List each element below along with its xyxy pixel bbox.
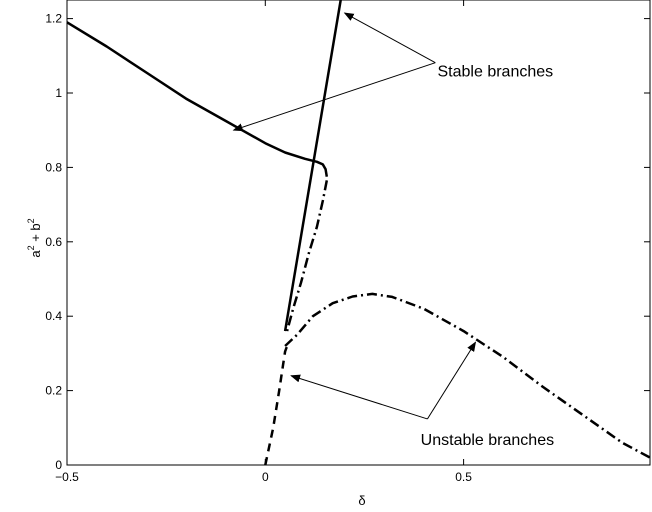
y-tick-label-5: 0.8	[45, 160, 62, 174]
annotation-arrow-1-1	[343, 12, 436, 64]
series-line-5	[284, 292, 651, 459]
y-axis-label-sup-1: 2	[26, 245, 36, 250]
x-tick-label-1: −0.5	[55, 470, 79, 484]
annotation-label-1: Stable branches	[438, 64, 554, 81]
series-layer	[66, 0, 651, 466]
y-axis-label-mid: + b	[28, 223, 43, 245]
y-axis-label-sup-2: 2	[26, 218, 36, 223]
y-tick-label-7: 1.2	[45, 12, 62, 26]
annotation-arrow-2-1	[290, 374, 428, 420]
annotation-arrow-1-2	[232, 62, 436, 132]
y-tick-label-1: 0	[55, 458, 62, 472]
series-line-1	[66, 21, 329, 177]
y-tick-label-2: 0.2	[45, 384, 62, 398]
series-line-3	[285, 180, 329, 332]
y-tick-label-3: 0.4	[45, 309, 62, 323]
y-axis-label: a2 + b2	[26, 218, 43, 257]
x-tick-label-3: 0.5	[455, 470, 472, 484]
annotation-arrow-2-2	[426, 341, 477, 420]
y-axis-label-a: a	[28, 250, 43, 258]
tick-layer: −0.5 0 0.500.20.40.60.811.2	[45, 0, 650, 484]
plot-frame	[66, 0, 651, 466]
x-axis-label: δ	[358, 493, 365, 508]
annotation-label-2: Unstable branches	[421, 432, 554, 449]
annotation-layer: Stable branches Unstable branches	[232, 12, 554, 449]
series-line-4	[264, 345, 289, 466]
x-tick-label-2: 0	[262, 470, 269, 484]
y-tick-label-4: 0.6	[45, 235, 62, 249]
y-tick-label-6: 1	[55, 86, 62, 100]
series-line-2	[283, 0, 342, 332]
